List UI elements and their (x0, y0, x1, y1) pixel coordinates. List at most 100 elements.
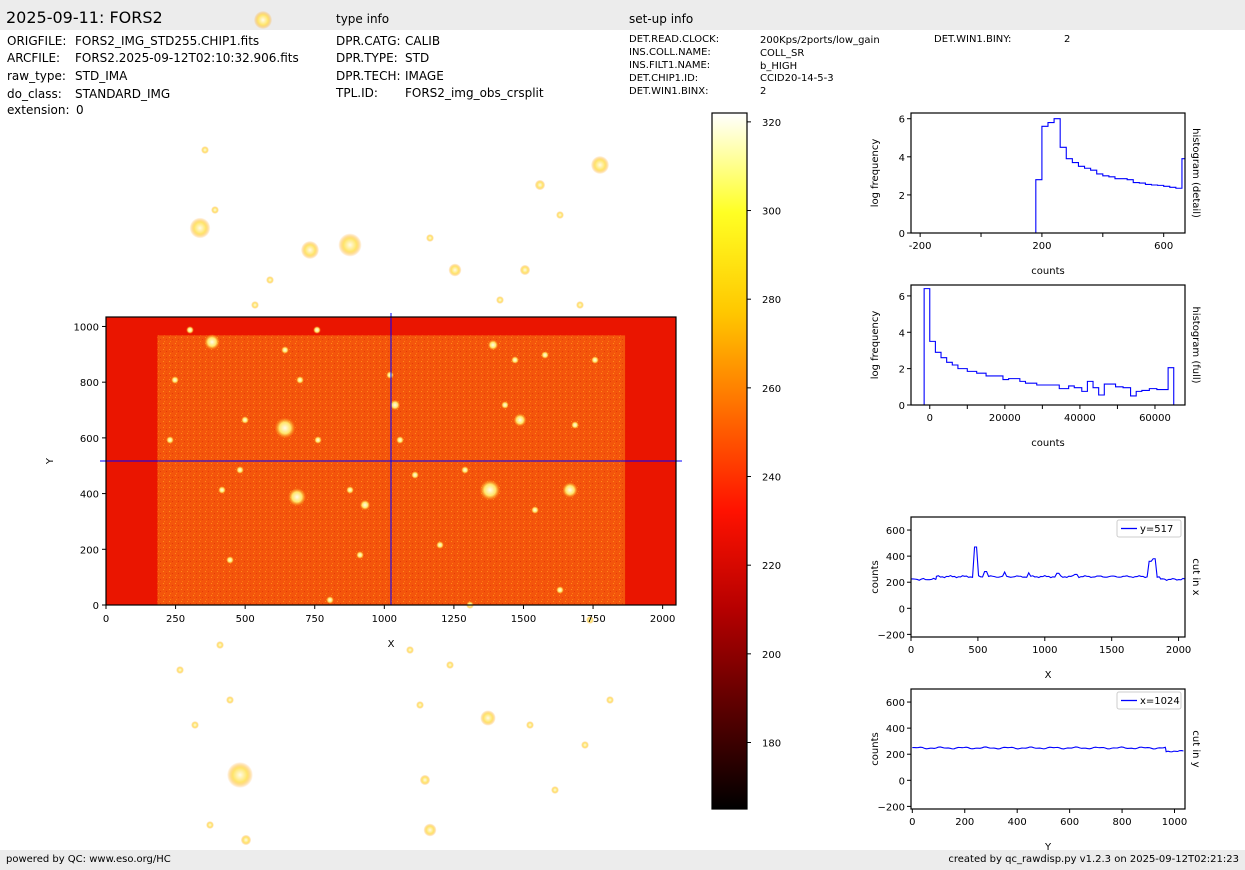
cut_x-ytick-label: 200 (886, 578, 905, 589)
image-xtick-label: 1500 (511, 614, 536, 625)
image-star (541, 351, 549, 359)
image-star (216, 641, 224, 649)
image-star (227, 762, 253, 788)
colorbar-tick-label: 300 (762, 207, 781, 218)
image-star (296, 376, 304, 384)
hist_full-ytick-label: 2 (899, 365, 905, 376)
image-star (171, 376, 179, 384)
image-frame (105, 316, 677, 606)
hist_detail-xtick-label: 200 (1032, 241, 1051, 252)
image-star (266, 276, 274, 284)
image-star (253, 10, 273, 30)
image-star (551, 786, 559, 794)
hist_full-xlabel: counts (1031, 438, 1064, 449)
image-ytick-label: 1000 (74, 322, 99, 333)
colorbar-tick-label: 280 (762, 295, 781, 306)
image-star (513, 413, 527, 427)
image-star (386, 371, 394, 379)
image-star (606, 696, 614, 704)
type-info-key: TPL.ID: (336, 86, 378, 100)
cut_y-ytick-label: 200 (886, 750, 905, 761)
cut_x-ytick-label: 600 (886, 526, 905, 537)
cut_x-ylabel: counts (870, 560, 881, 593)
image-star (576, 301, 584, 309)
cut_x-xlabel: X (1045, 670, 1052, 681)
hist_full-ytick-label: 6 (899, 292, 905, 303)
image-star (531, 506, 539, 514)
setup-info-value: 2 (1064, 34, 1071, 45)
hist_full-xtick-label: 0 (927, 413, 933, 424)
file-info-key: ARCFILE: (7, 51, 61, 65)
image-star (526, 721, 534, 729)
setup-info-key: DET.WIN1.BINX: (629, 86, 709, 97)
image-star (591, 356, 599, 364)
image-star (479, 479, 501, 501)
image-star (313, 326, 321, 334)
image-star (419, 774, 431, 786)
image-star (562, 482, 578, 498)
cut_y-xtick-label: 600 (1060, 817, 1079, 828)
type-info-key: DPR.TECH: (336, 69, 401, 83)
cut_x-ytick-label: −200 (878, 630, 905, 641)
cut_y-series-line (912, 746, 1184, 753)
image-ytick-label: 800 (80, 378, 99, 389)
image-star (586, 616, 594, 624)
cut_y-xlabel: Y (1044, 842, 1052, 853)
hist_detail-xlabel: counts (1031, 266, 1064, 277)
cut_y-legend-label: x=1024 (1140, 696, 1180, 707)
image-ytick-label: 600 (80, 434, 99, 445)
cut_x-legend-box (1116, 519, 1182, 538)
image-ytick-label: 0 (93, 601, 99, 612)
hist_full-ylabel: log frequency (870, 311, 881, 380)
hist_full-xtick-label: 60000 (1139, 413, 1171, 424)
footer-left: powered by QC: www.eso.org/HC (6, 854, 171, 865)
image-star (406, 646, 414, 654)
image-xtick-label: 1750 (580, 614, 605, 625)
image-star (426, 234, 434, 242)
image-xtick-label: 2000 (650, 614, 675, 625)
cut_y-ytick-label: 400 (886, 724, 905, 735)
cut_y-ytick-label: −200 (878, 802, 905, 813)
image-star (496, 296, 504, 304)
cut_x-xtick-label: 1500 (1099, 645, 1124, 656)
hist_full-side-label: histogram (full) (1190, 306, 1201, 383)
image-star (346, 486, 354, 494)
image-xlabel: X (388, 639, 395, 650)
file-info-key: ORIGFILE: (7, 34, 67, 48)
image-star (251, 301, 259, 309)
image-star (556, 586, 564, 594)
image-xtick-label: 250 (166, 614, 185, 625)
cut_y-frame (910, 688, 1186, 810)
image-star (166, 436, 174, 444)
image-star (396, 436, 404, 444)
image-star (487, 339, 499, 351)
image-star (287, 487, 307, 507)
file-info-value: 0 (76, 103, 84, 117)
cut_y-xtick-label: 200 (955, 817, 974, 828)
hist_detail-ytick-label: 2 (899, 191, 905, 202)
image-star (186, 326, 194, 334)
image-star (581, 741, 589, 749)
hist_detail-ytick-label: 0 (899, 229, 905, 240)
setup-info-value: b_HIGH (760, 61, 798, 72)
header-band (0, 0, 1245, 30)
image-star (274, 417, 296, 439)
image-star (300, 240, 320, 260)
type-info-value: IMAGE (405, 69, 444, 83)
image-xtick-label: 500 (236, 614, 255, 625)
image-star (191, 721, 199, 729)
image-star (206, 821, 214, 829)
cut_y-ytick-label: 0 (899, 776, 905, 787)
image-star (204, 334, 220, 350)
image-star (511, 356, 519, 364)
colorbar-fill (712, 113, 747, 809)
image-star (314, 436, 322, 444)
image-star (480, 710, 496, 726)
cut_x-ytick-label: 0 (899, 604, 905, 615)
footer-right: created by qc_rawdisp.py v1.2.3 on 2025-… (948, 854, 1239, 865)
file-info-value: FORS2.2025-09-12T02:10:32.906.fits (75, 51, 299, 65)
image-star (201, 146, 209, 154)
image-star (189, 217, 211, 239)
image-ytick-label: 200 (80, 545, 99, 556)
